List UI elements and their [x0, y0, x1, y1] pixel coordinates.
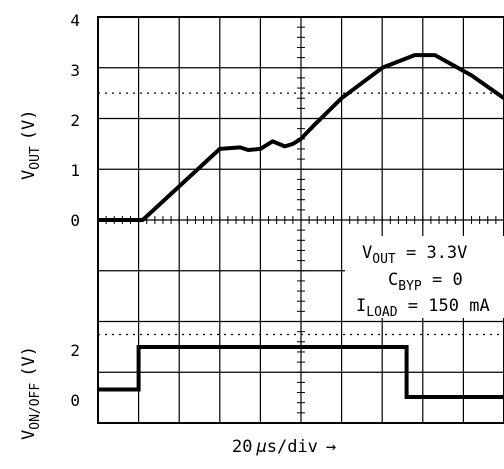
x-axis-label: 20 µs/div → [232, 437, 336, 457]
ytick-bottom-0: 0 [70, 391, 80, 410]
ytick-top-2: 2 [70, 111, 80, 130]
von-off-trace [98, 345, 504, 399]
bottom-ylabel: VON/OFF(V) [19, 346, 43, 440]
chart-traces [98, 53, 504, 399]
annotation-vout: VOUT = 3.3V [362, 243, 467, 267]
annotation-iload: ILOAD = 150 mA [356, 296, 490, 320]
ytick-top-3: 3 [70, 61, 80, 80]
annotation-background [345, 236, 504, 318]
chart-grid [97, 16, 504, 424]
ytick-top-4: 4 [70, 11, 80, 30]
ytick-bottom-2: 2 [70, 341, 80, 360]
ytick-top-0: 0 [70, 211, 80, 230]
top-ylabel: VOUT(V) [19, 110, 43, 180]
annotation-cbyp: CBYP = 0 [388, 270, 463, 294]
ytick-top-1: 1 [70, 161, 80, 180]
vout-trace [98, 53, 504, 222]
